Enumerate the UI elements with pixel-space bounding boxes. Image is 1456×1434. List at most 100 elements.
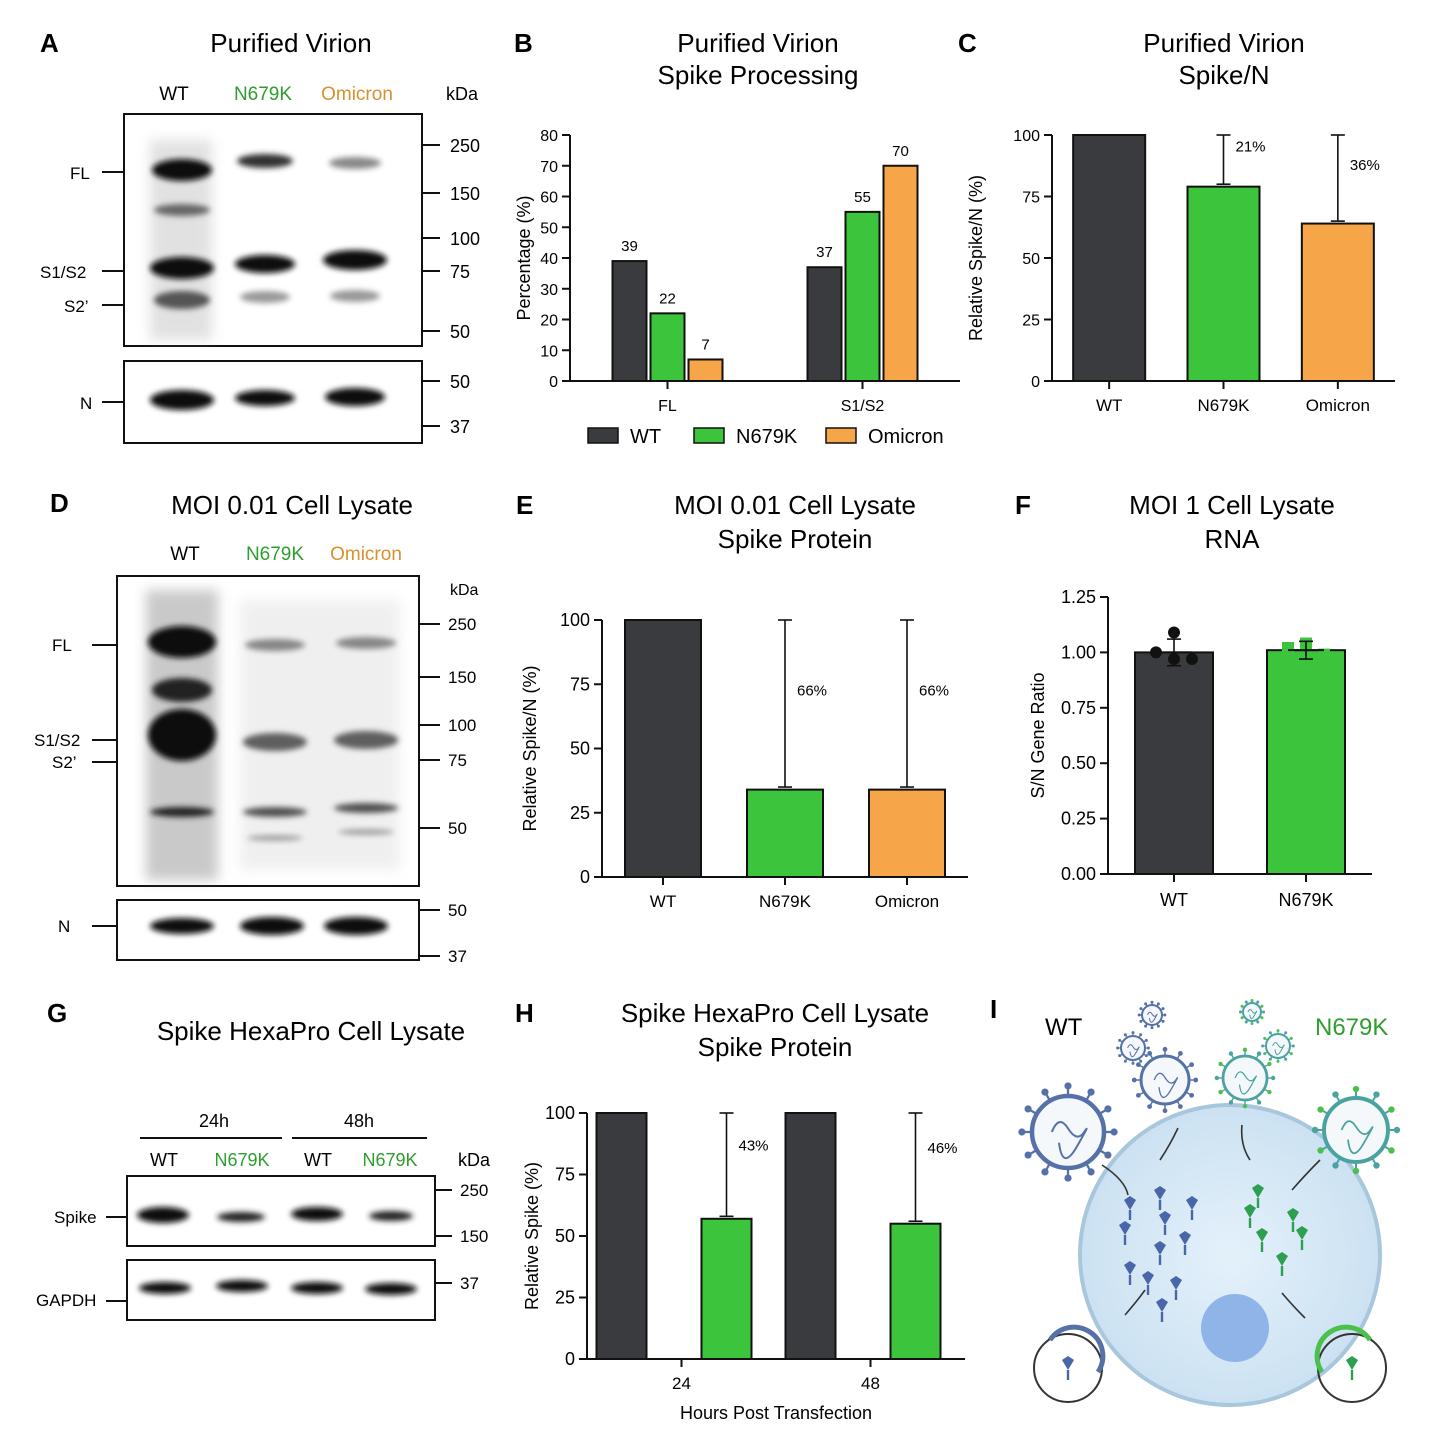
spike-head <box>1252 1184 1264 1198</box>
virion-spike-tip <box>1104 1151 1112 1159</box>
virion-rna <box>1234 1071 1257 1095</box>
virion-spike-tip <box>1218 1061 1223 1067</box>
chart-title: MOI 0.01 Cell Lysate <box>674 490 916 520</box>
y-tick-label: 0.00 <box>1061 864 1096 884</box>
virion-spike-tip <box>1352 1167 1360 1175</box>
virion-icon <box>1214 1047 1276 1109</box>
spike-head <box>1287 1208 1299 1222</box>
blot-a-bands <box>150 140 387 340</box>
virion-spike-tip <box>1131 1077 1137 1083</box>
lane-label-wt: WT <box>150 1150 178 1170</box>
band-label-s2prime: S2’ <box>64 297 89 316</box>
bar <box>868 788 946 878</box>
x-tick-label: WT <box>1160 890 1188 910</box>
legend-swatch <box>587 427 619 444</box>
virion-spike-tip <box>1260 1004 1264 1008</box>
virion-spike-tip <box>1177 1050 1183 1056</box>
legend-label: N679K <box>736 426 798 448</box>
virion-spike-tip <box>1244 1020 1248 1024</box>
spike-head <box>1124 1196 1136 1210</box>
y-tick-label: 20 <box>540 313 558 330</box>
chart-panel-h: H Spike HexaPro Cell Lysate Spike Protein 0… <box>515 998 965 1423</box>
spike-protein-icon <box>1170 1276 1182 1300</box>
bar <box>649 312 686 383</box>
legend-swatch <box>693 427 725 444</box>
x-tick-label: 24 <box>672 1374 691 1393</box>
virion-icon <box>1137 1000 1167 1030</box>
kda-label: kDa <box>446 84 479 104</box>
virion-spike-tip <box>1123 1059 1127 1063</box>
panel-letter-c: C <box>958 28 977 58</box>
virion-spike-tip <box>1284 1057 1288 1061</box>
spike-head <box>1154 1241 1166 1255</box>
chart-subtitle: Spike Protein <box>718 524 873 554</box>
virion-spike-tip <box>1276 1029 1280 1033</box>
y-tick-label: 100 <box>560 610 590 630</box>
virion-spike-tip <box>1110 1128 1118 1136</box>
chart-title: Purified Virion <box>1143 28 1304 58</box>
y-axis-label: Relative Spike/N (%) <box>966 175 986 341</box>
marker-37: 37 <box>450 417 470 437</box>
virion-spike-tip <box>1244 1000 1248 1004</box>
virion-spike-tip <box>1256 1020 1260 1024</box>
virion-spike-tip <box>1064 1082 1072 1090</box>
spike-protein-icon <box>1287 1208 1299 1232</box>
virion-spike-tip <box>1311 1126 1319 1134</box>
annotation: 21% <box>1236 139 1266 156</box>
virion-spike-tip <box>1018 1128 1026 1136</box>
virion-spike-tip <box>1144 1054 1148 1058</box>
marker-250: 250 <box>450 136 480 156</box>
marker-250: 250 <box>460 1181 488 1200</box>
data-label: 22 <box>659 290 676 307</box>
data-label: 39 <box>621 238 638 255</box>
virion-spike-tip <box>1177 1104 1183 1110</box>
annotation: 66% <box>797 683 827 700</box>
spike-protein-icon <box>1142 1271 1154 1295</box>
cell-nucleus <box>1201 1294 1269 1362</box>
virion-rna <box>1050 1121 1088 1160</box>
bar <box>687 358 724 383</box>
spike-protein-icon <box>1179 1231 1191 1255</box>
spike-protein-icon <box>1252 1184 1264 1208</box>
virion-spike-tip <box>1238 1010 1242 1014</box>
panel-g: G Spike HexaPro Cell Lysate 24h 48h WT N… <box>36 998 491 1321</box>
virion-group <box>1018 998 1401 1182</box>
x-tick-label: WT <box>650 892 676 911</box>
virion-spike-tip <box>1261 1044 1265 1048</box>
bar <box>1072 134 1147 382</box>
virion-spike-tip <box>1189 1062 1195 1068</box>
blot-g-bands <box>137 1207 413 1223</box>
spike-protein-icon <box>1256 1228 1268 1252</box>
virion-spike-tip <box>1041 1168 1049 1176</box>
panel-letter-a: A <box>40 28 59 58</box>
spike-protein-icon <box>1156 1298 1168 1322</box>
panel-letter-i: I <box>990 994 997 1024</box>
lane-label-omicron: Omicron <box>321 84 393 105</box>
virion-rna <box>1272 1042 1285 1056</box>
spike-protein-icon <box>1124 1196 1136 1220</box>
spike-head <box>1170 1276 1182 1290</box>
virion-spike-tip <box>1144 1024 1148 1028</box>
virion-spike-tip <box>1024 1105 1032 1113</box>
panel-a: A Purified Virion WT N679K Omicron kDa <box>40 28 480 444</box>
spike-protein-icon <box>1119 1221 1131 1245</box>
panel-letter-g: G <box>47 998 67 1028</box>
virion-spike-tip <box>1150 1000 1154 1004</box>
y-tick-label: 25 <box>555 1288 575 1308</box>
y-axis-label: Relative Spike/N (%) <box>520 665 540 831</box>
panel-letter-f: F <box>1015 490 1031 520</box>
virion-spike-tip <box>1240 1016 1244 1020</box>
marker-150: 150 <box>460 1227 488 1246</box>
virion-spike-tip <box>1156 1024 1160 1028</box>
bar <box>611 260 648 383</box>
virion-spike-tip <box>1135 1092 1141 1098</box>
virion-spike-tip <box>1150 1026 1154 1030</box>
virion-spike-tip <box>1267 1061 1272 1067</box>
marker-75: 75 <box>450 262 470 282</box>
y-tick-label: 100 <box>545 1103 575 1123</box>
bar <box>700 1217 753 1361</box>
virion-spike-tip <box>1352 1085 1360 1093</box>
virion-spike-tip <box>1250 1022 1254 1026</box>
panel-g-title: Spike HexaPro Cell Lysate <box>157 1016 465 1046</box>
